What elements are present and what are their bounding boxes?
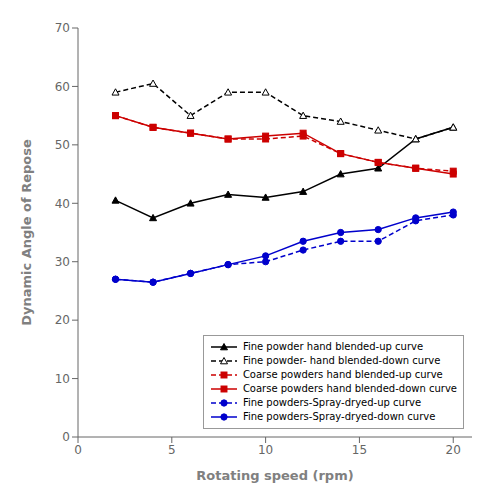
svg-text:40: 40 (55, 197, 70, 211)
svg-text:20: 20 (446, 443, 461, 457)
svg-text:30: 30 (55, 255, 70, 269)
svg-text:10: 10 (55, 372, 70, 386)
svg-text:Rotating speed (rpm): Rotating speed (rpm) (196, 468, 353, 483)
html-text:Fine powders-Spray-dryed-down: Fine powders-Spray-dryed-down curve (242, 411, 436, 422)
html-text:Fine powder- hand blended-down: Fine powder- hand blended-down curve (242, 355, 441, 366)
svg-text:20: 20 (55, 313, 70, 327)
html-text:Fine powders-Spray-dryed-up cu: Fine powders-Spray-dryed-up curve (242, 397, 422, 408)
svg-text:15: 15 (352, 443, 367, 457)
html-text:Coarse powders hand blended-do: Coarse powders hand blended-down curve (242, 383, 457, 394)
svg-text:10: 10 (258, 443, 273, 457)
svg-text:0: 0 (74, 443, 82, 457)
html-text:Coarse powders hand blended-up: Coarse powders hand blended-up curve (242, 369, 443, 380)
svg-text:0: 0 (62, 430, 70, 444)
svg-text:70: 70 (55, 21, 70, 35)
svg-text:60: 60 (55, 80, 70, 94)
svg-text:Dynamic Angle of Repose: Dynamic Angle of Repose (19, 139, 34, 326)
svg-text:5: 5 (168, 443, 176, 457)
svg-text:50: 50 (55, 138, 70, 152)
html-text:Fine powder hand blended-up cu: Fine powder hand blended-up curve (242, 341, 424, 352)
